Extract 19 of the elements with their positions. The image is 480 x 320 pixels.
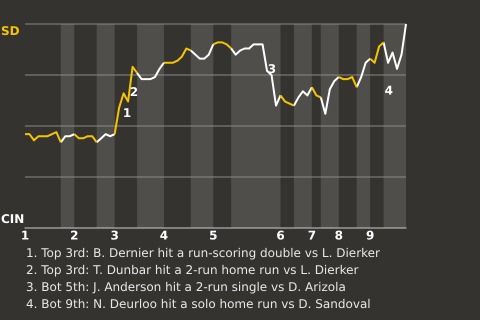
- x-tick-label: 9: [366, 228, 374, 242]
- text: CIN: [1, 212, 24, 226]
- text: 4. Bot 9th: N. Deurloo hit a solo home run vs D. Sandoval: [26, 296, 372, 313]
- x-tick-label: 2: [70, 228, 78, 242]
- x-tick-label: 8: [334, 228, 343, 242]
- x-tick-label: 4: [160, 228, 168, 242]
- text: 2. Top 3rd: T. Dunbar hit a 2-run home run vs L. Dierker: [26, 262, 360, 279]
- annotation: 3: [268, 62, 276, 76]
- x-tick-label: 1: [20, 228, 30, 242]
- text: 1. Top 3rd: B. Dernier hit a run-scoring double vs L. Dierker: [26, 245, 380, 262]
- x-tick-label: 3: [110, 228, 119, 242]
- x-tick-label: 7: [308, 228, 316, 242]
- x-tick-label: 6: [276, 228, 285, 242]
- annotation: 1: [122, 106, 132, 120]
- text: SD: [1, 24, 20, 38]
- text: 3. Bot 5th: J. Anderson hit a 2-run single vs D. Arizola: [26, 279, 347, 296]
- annotation: 4: [384, 83, 394, 98]
- annotation: 2: [130, 85, 138, 100]
- x-tick-label: 5: [209, 228, 218, 242]
